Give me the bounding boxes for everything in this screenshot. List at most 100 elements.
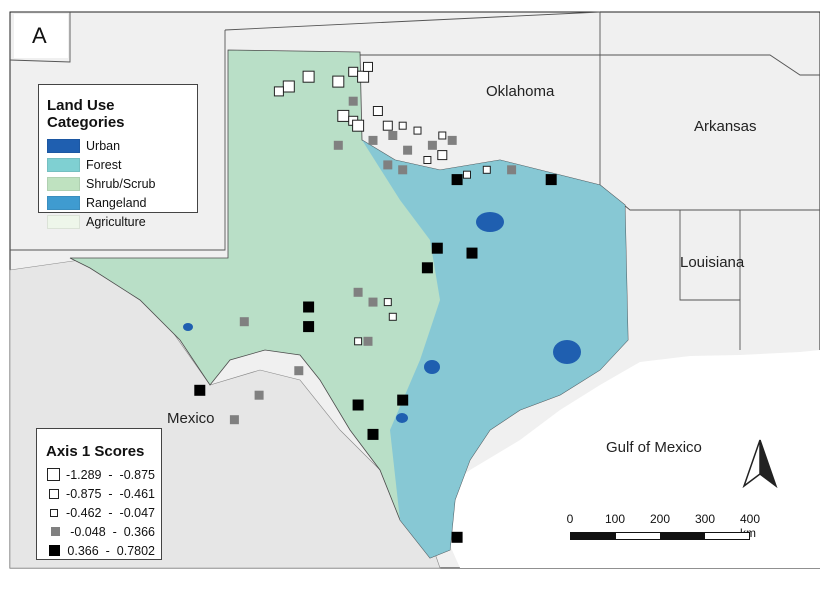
land-use-label: Shrub/Scrub	[86, 176, 156, 191]
site-marker	[421, 262, 433, 274]
site-markers	[194, 61, 557, 543]
axis-scores-legend-item: -0.875 - -0.461	[46, 484, 155, 503]
axis-class-separator: -	[101, 505, 120, 520]
axis-scores-legend-item: 0.366 - 0.7802	[46, 541, 155, 560]
axis-scores-legend-item: -0.048 - 0.366	[46, 522, 155, 541]
site-marker	[403, 145, 413, 155]
site-marker	[368, 135, 378, 145]
land-use-legend-title: Land Use Categories	[47, 97, 125, 131]
land-use-label: Forest	[86, 157, 122, 172]
site-marker	[383, 298, 392, 307]
site-marker	[363, 336, 373, 346]
site-marker	[423, 156, 432, 164]
scale-tick-label: 300	[694, 512, 716, 526]
site-marker	[348, 96, 358, 106]
oklahoma-label: Oklahoma	[486, 83, 555, 100]
site-marker	[368, 297, 378, 307]
land-use-swatch	[47, 157, 80, 172]
site-marker	[333, 140, 343, 150]
axis-class-low: -0.462	[66, 505, 102, 520]
land-use-swatch	[47, 138, 80, 153]
site-marker	[463, 170, 471, 179]
land-use-legend: Land Use Categories Urban Forest Shrub/Scr…	[38, 84, 198, 229]
axis-class-high: 0.366	[123, 524, 155, 539]
site-marker	[388, 131, 398, 140]
site-marker	[427, 140, 437, 150]
axis-class-low: 0.366	[67, 543, 99, 558]
axis-class-low: -0.048	[70, 524, 106, 539]
axis-class-high: 0.7802	[116, 543, 155, 558]
scale-tick-label: 200	[649, 512, 671, 526]
site-marker	[447, 135, 457, 145]
small-hollow-square-icon	[49, 508, 58, 517]
site-marker	[239, 317, 249, 327]
site-marker	[353, 287, 363, 297]
site-marker	[398, 121, 407, 130]
site-marker	[382, 120, 393, 131]
site-marker	[438, 131, 447, 140]
site-marker	[466, 247, 478, 259]
axis-class-separator: -	[98, 543, 117, 558]
site-marker	[303, 301, 315, 313]
axis-class-high: -0.875	[119, 467, 155, 482]
axis-scores-legend: Axis 1 Scores -1.289 - -0.875 -0.875 - -0…	[36, 428, 162, 560]
site-marker	[372, 106, 383, 116]
site-marker	[545, 174, 557, 186]
site-marker	[273, 86, 284, 97]
land-use-swatch	[47, 195, 80, 210]
axis-scores-legend-title: Axis 1 Scores	[46, 443, 145, 460]
site-marker	[348, 66, 359, 77]
site-marker	[383, 160, 393, 170]
panel-letter: A	[14, 14, 68, 58]
louisiana-label: Louisiana	[680, 254, 745, 271]
site-marker	[482, 165, 491, 174]
site-marker	[352, 399, 364, 411]
site-marker	[282, 80, 295, 93]
urban-areas	[183, 212, 581, 423]
north-arrow-icon	[742, 439, 778, 489]
site-marker	[451, 531, 463, 543]
land-use-legend-item: Agriculture	[47, 212, 189, 231]
site-marker	[332, 75, 345, 88]
east-texas-rangeland	[362, 140, 628, 558]
axis-class-high: -0.461	[119, 486, 155, 501]
site-marker	[229, 415, 239, 425]
site-marker	[413, 126, 422, 135]
site-marker	[397, 394, 409, 406]
mexico-label: Mexico	[167, 410, 215, 427]
axis-class-low: -0.875	[66, 486, 102, 501]
site-marker	[431, 242, 443, 254]
land-use-label: Agriculture	[86, 214, 146, 229]
scale-bar-segments	[570, 532, 750, 540]
axis-scores-legend-item: -1.289 - -0.875	[46, 465, 155, 484]
land-use-legend-item: Shrub/Scrub	[47, 174, 189, 193]
axis-class-separator: -	[101, 467, 120, 482]
site-marker	[388, 312, 397, 321]
gulf-of-mexico-water	[430, 350, 820, 568]
site-marker	[507, 165, 517, 175]
land-use-legend-item: Forest	[47, 155, 189, 174]
axis-class-high: -0.047	[119, 505, 155, 520]
axis-class-separator: -	[105, 524, 124, 539]
site-marker	[194, 384, 206, 396]
site-marker	[398, 165, 408, 175]
site-marker	[367, 428, 379, 440]
land-use-label: Urban	[86, 138, 121, 153]
land-use-legend-item: Urban	[47, 136, 189, 155]
medium-hollow-square-icon	[48, 488, 59, 499]
site-marker	[294, 366, 304, 376]
axis-class-low: -1.289	[66, 467, 102, 482]
land-use-swatch	[47, 214, 80, 229]
scale-tick-label: 0	[566, 512, 574, 526]
site-marker	[302, 70, 315, 83]
black-square-icon	[48, 545, 60, 556]
axis-class-separator: -	[101, 486, 120, 501]
gray-square-icon	[51, 527, 61, 536]
land-use-swatch	[47, 176, 80, 191]
site-marker	[437, 150, 448, 161]
arkansas-label: Arkansas	[694, 118, 757, 135]
site-marker	[337, 109, 350, 122]
site-marker	[357, 70, 370, 83]
site-marker	[303, 321, 315, 333]
